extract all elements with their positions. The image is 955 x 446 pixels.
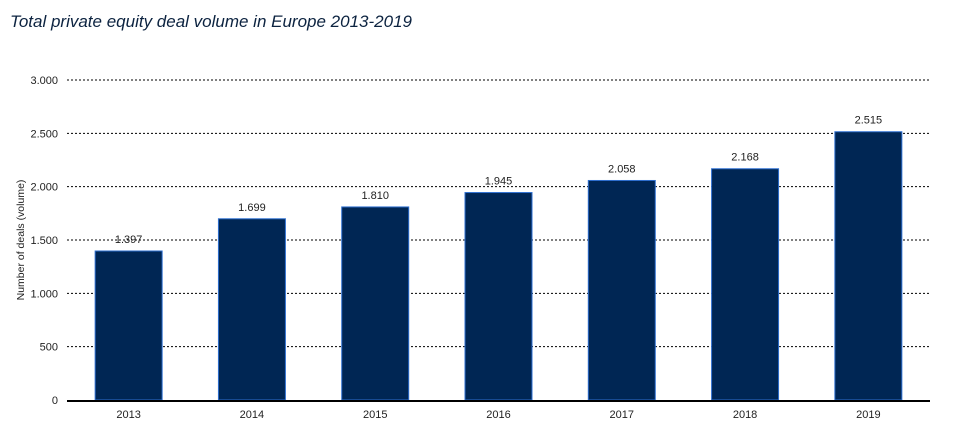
x-tick-label: 2017	[610, 409, 634, 421]
x-tick-label: 2018	[733, 409, 757, 421]
data-label: 1.810	[361, 190, 389, 202]
y-tick-label: 2.000	[30, 182, 58, 194]
data-label: 2.058	[608, 163, 636, 175]
x-tick-label: 2013	[116, 409, 140, 421]
y-tick-label: 0	[52, 395, 58, 407]
x-tick-label: 2015	[363, 409, 387, 421]
y-tick-label: 1.000	[30, 288, 58, 300]
bar	[834, 131, 903, 401]
x-tick-label: 2016	[486, 409, 510, 421]
bar	[217, 218, 286, 401]
data-label: 2.168	[731, 152, 759, 164]
bar	[711, 168, 780, 401]
bar	[341, 206, 410, 401]
chart-title: Total private equity deal volume in Euro…	[10, 12, 412, 31]
x-tick-label: 2019	[856, 409, 880, 421]
data-label: 2.515	[855, 115, 883, 127]
y-tick-label: 1.500	[30, 235, 58, 247]
y-tick-label: 2.500	[30, 128, 58, 140]
bar	[587, 179, 656, 401]
bar	[94, 250, 163, 401]
x-tick-label: 2014	[240, 409, 264, 421]
y-tick-label: 3.000	[30, 75, 58, 87]
bar	[464, 192, 533, 401]
data-label: 1.397	[115, 234, 143, 246]
data-label: 1.945	[485, 176, 513, 188]
y-axis-label: Number of deals (volume)	[15, 180, 27, 301]
data-label: 1.699	[238, 202, 266, 214]
y-tick-label: 500	[40, 342, 58, 354]
